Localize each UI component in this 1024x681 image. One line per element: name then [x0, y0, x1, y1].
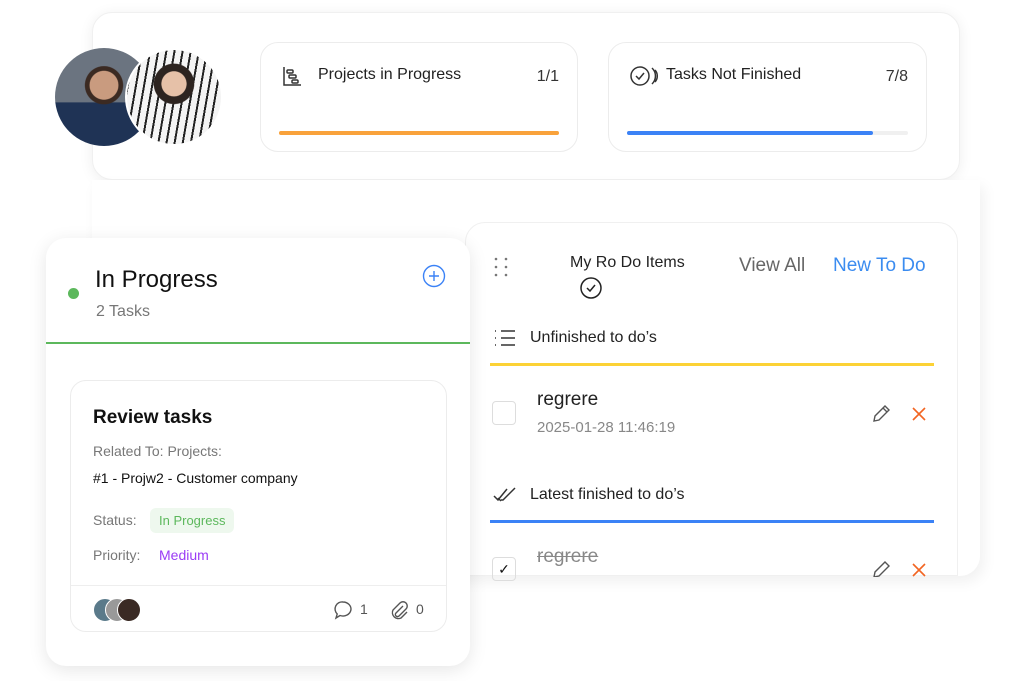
status-dot: [68, 288, 79, 299]
view-all-link[interactable]: View All: [739, 255, 806, 276]
related-label: Related To: Projects:: [93, 443, 222, 459]
stat-value: 1/1: [536, 68, 559, 85]
check-circle-waves-icon: [630, 66, 659, 86]
stat-title: Projects in Progress: [318, 66, 462, 83]
new-todo-link[interactable]: New To Do: [833, 255, 926, 276]
related-project-link[interactable]: #1 - Projw2 - Customer company: [93, 470, 298, 486]
stat-value: 7/8: [885, 68, 908, 85]
edit-pencil-icon[interactable]: [870, 403, 892, 425]
comment-count: 1: [360, 601, 368, 617]
stat-card-tasks[interactable]: Tasks Not Finished 7/8: [608, 42, 927, 152]
todo-panel: My Ro Do Items View All New To Do Unfini…: [465, 222, 958, 581]
avatar-woman[interactable]: [125, 48, 223, 146]
list-icon: [495, 330, 515, 346]
stat-card-projects[interactable]: Projects in Progress 1/1: [260, 42, 578, 152]
assignee-avatar: [117, 598, 141, 622]
status-badge: In Progress: [150, 508, 235, 533]
todo-title: My Ro Do Items: [570, 254, 685, 271]
attachment-count: 0: [416, 601, 424, 617]
double-check-icon: [493, 487, 516, 502]
task-title: Review tasks: [93, 407, 213, 428]
todo-checkbox[interactable]: [492, 401, 516, 425]
assignee-avatars[interactable]: [93, 598, 153, 622]
column-divider: [46, 342, 470, 344]
gantt-icon: [283, 67, 301, 86]
finished-divider: [490, 520, 934, 523]
delete-x-icon[interactable]: [912, 563, 926, 577]
edit-pencil-icon[interactable]: [870, 559, 892, 577]
column-title: In Progress: [95, 266, 218, 293]
status-label: Status:: [93, 512, 137, 528]
stat-title: Tasks Not Finished: [666, 66, 802, 83]
unfinished-divider: [490, 363, 934, 366]
add-task-icon[interactable]: [422, 264, 446, 288]
priority-label: Priority:: [93, 547, 141, 563]
card-footer-divider: [71, 585, 446, 586]
kanban-column-in-progress: In Progress 2 Tasks Review tasks Related…: [46, 238, 470, 666]
todo-checkbox-checked[interactable]: ✓: [492, 557, 516, 581]
todo-item-date: 2025-01-28 11:46:19: [537, 419, 676, 436]
finished-header: Latest finished to do’s: [530, 486, 685, 503]
progress-bar: [627, 131, 908, 135]
task-card[interactable]: Review tasks Related To: Projects: #1 - …: [70, 380, 447, 632]
drag-handle-icon[interactable]: [493, 257, 509, 277]
check-circle-icon: [580, 277, 602, 299]
progress-bar: [279, 131, 559, 135]
column-task-count: 2 Tasks: [96, 303, 150, 320]
todo-item-name: regrere: [537, 389, 599, 410]
delete-x-icon[interactable]: [912, 407, 926, 421]
priority-value: Medium: [159, 547, 209, 563]
comment-icon[interactable]: [333, 600, 353, 620]
paperclip-icon[interactable]: [389, 600, 409, 620]
finished-item-name: regrere: [537, 546, 599, 567]
unfinished-header: Unfinished to do’s: [530, 329, 657, 346]
